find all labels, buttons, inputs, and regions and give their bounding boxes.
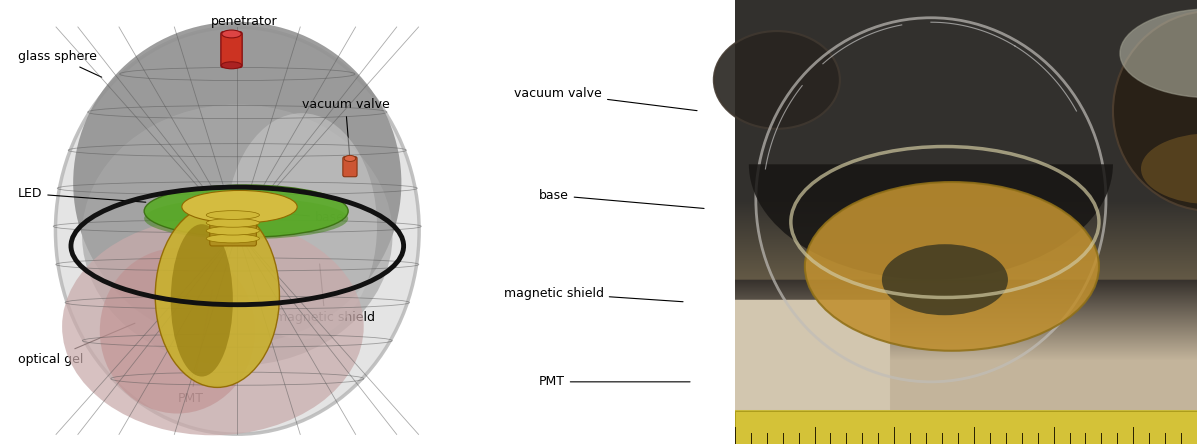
Ellipse shape (345, 155, 356, 162)
Ellipse shape (144, 198, 348, 239)
Ellipse shape (99, 248, 255, 413)
FancyBboxPatch shape (342, 157, 357, 177)
Ellipse shape (882, 244, 1008, 315)
Ellipse shape (62, 218, 364, 435)
Ellipse shape (1120, 9, 1197, 98)
Ellipse shape (1141, 133, 1197, 204)
Ellipse shape (83, 104, 393, 366)
Ellipse shape (206, 234, 260, 243)
Ellipse shape (206, 226, 260, 235)
Ellipse shape (221, 62, 242, 69)
Text: vacuum valve: vacuum valve (515, 87, 697, 111)
Ellipse shape (1113, 11, 1197, 211)
FancyBboxPatch shape (221, 32, 242, 67)
Ellipse shape (55, 27, 419, 434)
Ellipse shape (144, 185, 348, 237)
Text: magnetic shield: magnetic shield (275, 264, 375, 324)
Ellipse shape (226, 113, 377, 340)
Ellipse shape (206, 211, 260, 219)
Ellipse shape (73, 22, 401, 344)
Wedge shape (749, 164, 1113, 280)
Text: PMT: PMT (539, 375, 689, 388)
Text: PMT: PMT (177, 290, 212, 405)
Ellipse shape (221, 30, 242, 38)
Text: base: base (539, 189, 704, 208)
Text: glass sphere: glass sphere (18, 50, 102, 77)
Text: vacuum valve: vacuum valve (302, 98, 389, 163)
Text: base: base (282, 211, 345, 224)
Text: magnetic shield: magnetic shield (504, 286, 683, 302)
Bar (735, 411, 1197, 444)
Ellipse shape (713, 31, 840, 129)
FancyBboxPatch shape (209, 202, 256, 246)
Text: optical gel: optical gel (18, 323, 135, 365)
Text: LED: LED (18, 187, 146, 202)
Ellipse shape (182, 190, 297, 223)
Ellipse shape (804, 182, 1099, 351)
Ellipse shape (171, 224, 233, 377)
Ellipse shape (156, 205, 279, 388)
Ellipse shape (206, 218, 260, 227)
Text: penetrator: penetrator (211, 15, 278, 52)
